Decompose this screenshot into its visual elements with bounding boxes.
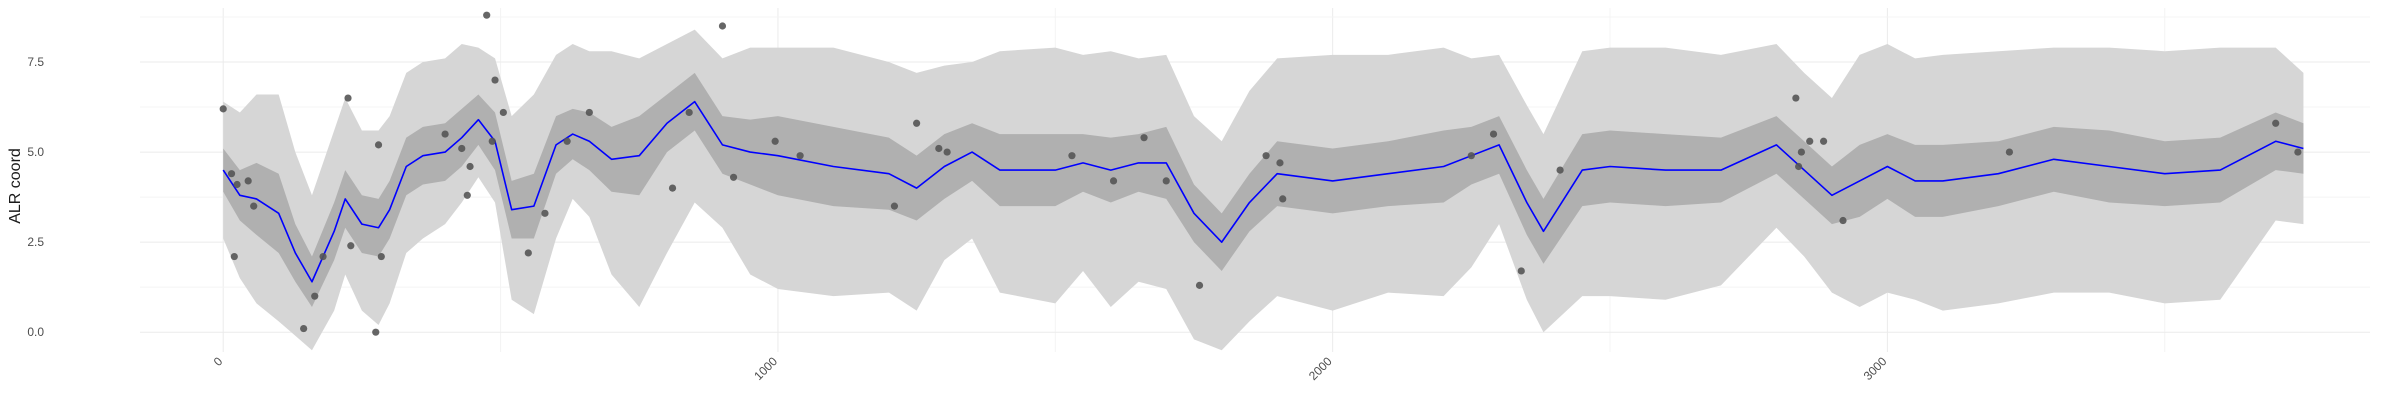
observation-point — [441, 130, 449, 138]
observation-point — [685, 108, 693, 117]
observation-point — [1797, 148, 1806, 156]
observation-point — [2005, 148, 2014, 156]
observation-point — [319, 252, 327, 261]
observation-points-layer — [219, 11, 2302, 336]
observation-point — [1517, 267, 1525, 275]
observation-point — [585, 108, 593, 117]
observation-point — [1140, 134, 1148, 142]
observation-point — [729, 173, 738, 181]
posterior-mean-line — [222, 100, 2304, 283]
observation-point — [718, 22, 727, 30]
observation-point — [563, 137, 571, 145]
observation-point — [890, 202, 899, 210]
observation-point — [466, 162, 474, 171]
observation-point — [1109, 177, 1118, 185]
observation-point — [2272, 119, 2280, 127]
observation-point — [1195, 281, 1204, 289]
y-tick-label: 2.5 — [27, 235, 44, 249]
y-tick-label: 0.0 — [27, 325, 44, 339]
observation-point — [771, 137, 779, 145]
observation-point — [1556, 166, 1564, 174]
inner-interval-band-layer — [223, 72, 2304, 307]
observation-point — [377, 252, 385, 261]
y-axis-ticks: 0.0 2.5 5.0 7.5 — [27, 55, 44, 339]
observation-point — [244, 177, 252, 185]
observation-point — [524, 249, 532, 257]
x-tick-label: 0 — [211, 354, 226, 369]
x-tick-label: 2000 — [1306, 354, 1335, 383]
observation-point — [1276, 159, 1284, 167]
y-tick-label: 7.5 — [27, 55, 44, 69]
observation-point — [1068, 152, 1076, 160]
observation-point — [1467, 152, 1475, 160]
observation-point — [491, 76, 499, 84]
observation-point — [344, 94, 352, 102]
observation-point — [219, 105, 227, 113]
observation-point — [488, 137, 496, 145]
observation-point — [300, 324, 308, 333]
observation-point — [230, 252, 238, 261]
observation-point — [2294, 148, 2302, 156]
observation-point — [913, 119, 921, 127]
x-tick-label: 1000 — [751, 354, 780, 383]
observation-point — [458, 144, 466, 153]
observation-point — [347, 242, 355, 250]
observation-point — [943, 148, 951, 156]
observation-point — [372, 328, 380, 336]
x-tick-label: 3000 — [1861, 354, 1890, 383]
observation-point — [227, 170, 236, 178]
x-axis-ticks: 0 1000 2000 3000 — [211, 354, 1890, 383]
mean-line-layer — [222, 100, 2304, 283]
observation-point — [1792, 94, 1800, 102]
observation-point — [796, 152, 804, 160]
observation-point — [1819, 137, 1828, 145]
observation-point — [1795, 162, 1803, 171]
observation-point — [233, 180, 241, 189]
observation-point — [668, 184, 677, 192]
observation-point — [250, 202, 258, 210]
y-axis-title: ALR coord — [7, 148, 24, 224]
observation-point — [374, 141, 383, 149]
observation-point — [483, 11, 491, 19]
observation-point — [1839, 216, 1847, 225]
observation-point — [311, 292, 319, 300]
observation-point — [1262, 152, 1270, 160]
observation-point — [935, 144, 943, 153]
observation-point — [1162, 177, 1170, 185]
observation-point — [1279, 195, 1287, 203]
observation-point — [1489, 130, 1498, 138]
inner-interval-band — [223, 72, 2304, 307]
observation-point — [463, 191, 471, 199]
observation-point — [1806, 137, 1814, 145]
observation-point — [541, 209, 549, 217]
observation-point — [499, 108, 507, 117]
y-tick-label: 5.0 — [27, 145, 44, 159]
